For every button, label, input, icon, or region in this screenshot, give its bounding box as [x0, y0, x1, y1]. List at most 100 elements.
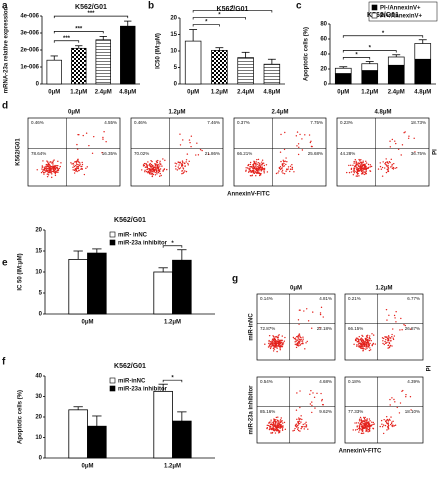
y-tick-label: 15	[35, 249, 42, 255]
bar	[95, 39, 111, 85]
significance-bracket	[53, 31, 104, 34]
event-dot	[279, 349, 281, 351]
event-dot	[370, 425, 373, 427]
event-dot	[310, 145, 313, 148]
quadrant-label: 16.35%	[102, 151, 117, 156]
event-dot	[159, 170, 161, 173]
event-dot	[275, 172, 278, 175]
event-dot	[361, 164, 364, 167]
event-dot	[159, 163, 161, 165]
event-dot	[291, 168, 294, 170]
event-dot	[386, 168, 388, 171]
event-dot	[297, 421, 299, 423]
event-dot	[358, 339, 360, 341]
event-dot	[388, 341, 390, 344]
significance-label: *	[171, 375, 174, 381]
flow-plot-frame	[256, 293, 336, 361]
event-dot	[297, 143, 300, 145]
event-dot	[357, 163, 359, 165]
event-dot	[363, 344, 365, 346]
flow-plot-frame	[130, 117, 224, 187]
event-dot	[56, 169, 59, 172]
event-dot	[51, 176, 53, 179]
event-dot	[294, 343, 296, 346]
event-dot	[295, 346, 298, 349]
event-dot	[355, 160, 357, 163]
event-dot	[365, 428, 367, 430]
event-dot	[368, 349, 371, 352]
bar-segment	[414, 58, 432, 85]
event-dot	[359, 170, 361, 172]
event-dot	[182, 167, 184, 169]
event-dot	[57, 165, 59, 167]
quadrant-label: 44.28%	[340, 151, 355, 156]
event-dot	[372, 428, 375, 430]
event-dot	[385, 421, 388, 423]
chart-title: K562/G01	[114, 363, 146, 370]
event-dot	[305, 342, 307, 344]
bar	[71, 47, 87, 85]
event-dot	[387, 347, 389, 349]
event-dot	[385, 416, 388, 418]
event-dot	[268, 339, 270, 342]
event-dot	[322, 316, 324, 318]
event-dot	[259, 167, 261, 170]
event-dot	[190, 135, 193, 137]
event-dot	[355, 337, 358, 339]
event-dot	[272, 350, 275, 352]
event-dot	[297, 423, 300, 425]
quadrant-label: 4.68%	[319, 379, 332, 384]
event-dot	[365, 335, 368, 337]
event-dot	[307, 428, 309, 430]
event-dot	[48, 168, 50, 170]
event-dot	[259, 163, 261, 165]
event-dot	[299, 422, 301, 425]
event-dot	[408, 135, 410, 137]
x-tick-label: 1.2μM	[164, 320, 181, 326]
event-dot	[392, 425, 394, 428]
event-dot	[270, 423, 272, 426]
x-axis-label: AnnexinV-FITC	[227, 192, 270, 198]
event-dot	[291, 167, 293, 169]
event-dot	[280, 341, 282, 343]
event-dot	[46, 169, 49, 172]
event-dot	[257, 163, 259, 165]
event-dot	[277, 428, 279, 431]
event-dot	[379, 165, 382, 168]
event-dot	[282, 425, 284, 427]
event-dot	[299, 339, 302, 341]
event-dot	[304, 426, 306, 428]
event-dot	[361, 427, 363, 430]
event-dot	[277, 335, 280, 337]
event-dot	[361, 169, 363, 171]
event-dot	[361, 429, 363, 431]
event-dot	[280, 424, 282, 426]
event-dot	[360, 420, 362, 422]
event-dot	[305, 426, 308, 428]
event-dot	[363, 341, 365, 343]
x-tick-label: 2.4μM	[237, 90, 254, 96]
event-dot	[293, 171, 295, 173]
event-dot	[188, 160, 190, 163]
event-dot	[382, 342, 384, 345]
event-dot	[405, 393, 407, 396]
event-dot	[286, 161, 288, 163]
event-dot	[366, 345, 368, 348]
event-dot	[404, 131, 406, 133]
event-dot	[364, 419, 366, 421]
event-dot	[387, 338, 389, 341]
event-dot	[392, 420, 394, 423]
event-dot	[363, 416, 365, 419]
event-dot	[393, 162, 395, 165]
event-dot	[257, 161, 259, 164]
event-dot	[256, 172, 258, 175]
event-dot	[405, 396, 407, 398]
y-tick-label: 15	[170, 32, 177, 38]
event-dot	[281, 345, 284, 348]
event-dot	[295, 135, 298, 137]
event-dot	[296, 392, 298, 394]
event-dot	[299, 335, 301, 337]
event-dot	[352, 170, 355, 172]
event-dot	[154, 164, 157, 166]
event-dot	[372, 334, 375, 336]
